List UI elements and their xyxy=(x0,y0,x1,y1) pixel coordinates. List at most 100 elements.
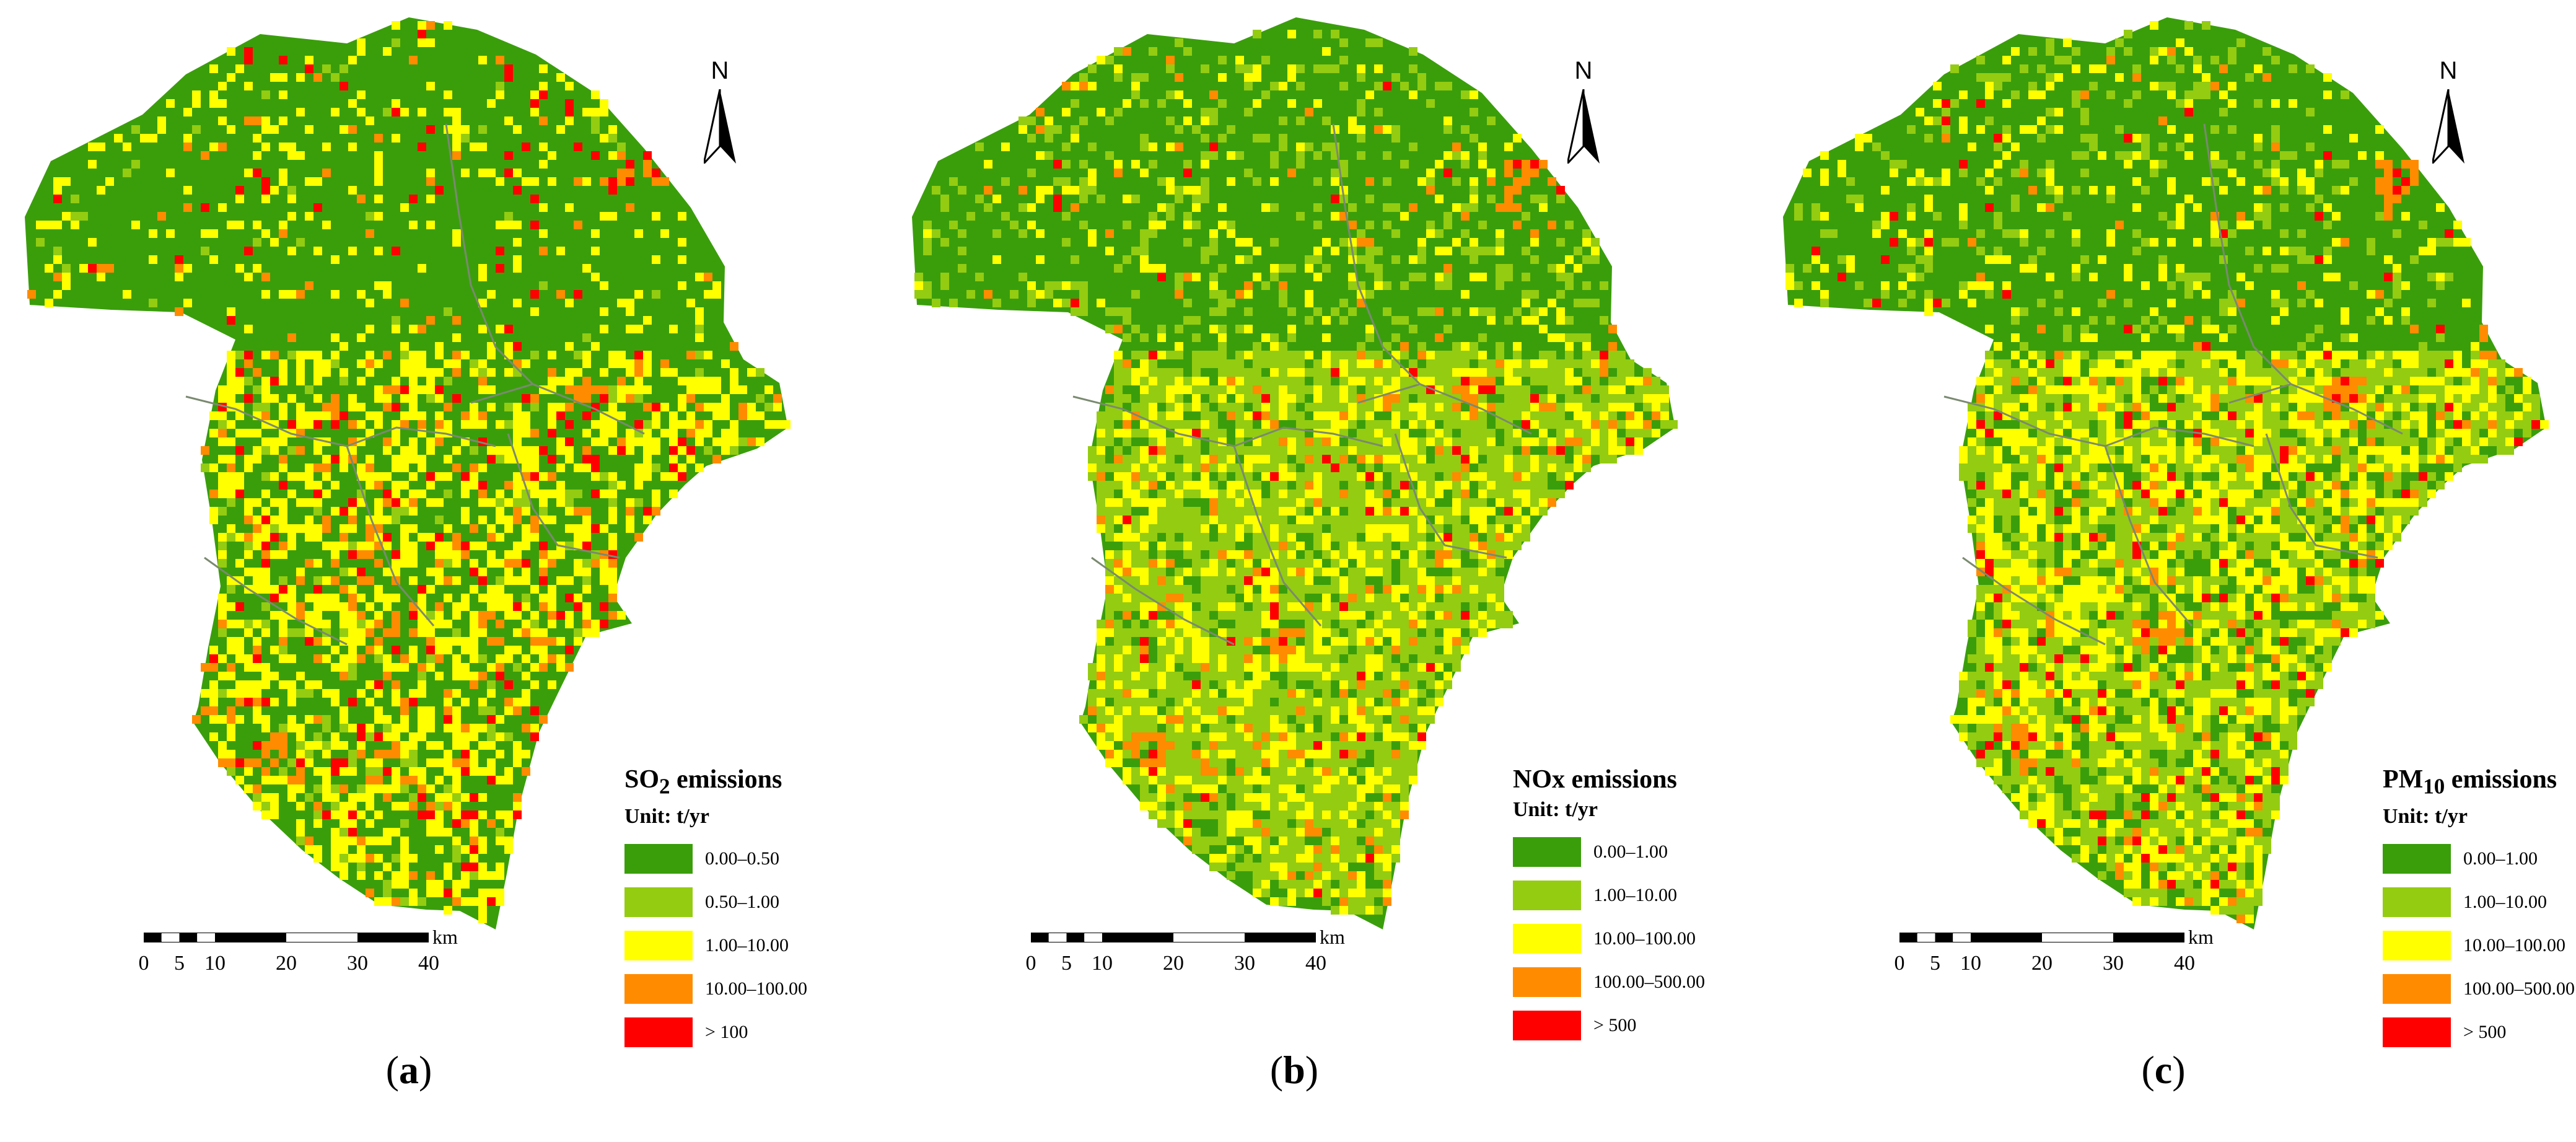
legend-swatch xyxy=(1513,1011,1581,1040)
district-boundary xyxy=(204,556,348,646)
pollutant-name: SO2 xyxy=(624,765,670,799)
panel-caption: (a) xyxy=(385,1048,432,1092)
district-boundary xyxy=(346,446,435,626)
scale-bar: km 0 5 10 20 30 40 xyxy=(1026,926,1378,998)
caption-letter: c xyxy=(2154,1048,2173,1092)
map-panel-b: N NOx emissions Unit: t/yr 0.00–1.00 1.00… xyxy=(859,0,1717,1142)
north-arrow: N xyxy=(2424,57,2473,175)
legend-label: 100.00–500.00 xyxy=(2463,978,2575,999)
district-boundary xyxy=(2104,446,2193,626)
north-arrow: N xyxy=(1559,57,1608,175)
scale-tick-label: 40 xyxy=(1305,952,1326,975)
grid-cells xyxy=(1785,21,2549,923)
legend-label: 10.00–100.00 xyxy=(705,978,807,999)
legend-title-suffix: emissions xyxy=(1565,765,1677,794)
scale-tick-label: 5 xyxy=(174,952,185,975)
district-boundary xyxy=(1332,123,1421,385)
scale-unit: km xyxy=(1320,926,1345,948)
scale-tick-label: 20 xyxy=(276,952,297,975)
north-arrow-icon xyxy=(704,89,736,164)
district-boundary xyxy=(1091,556,1235,646)
scale-tick-label: 30 xyxy=(1234,952,1255,975)
legend-unit: Unit: t/yr xyxy=(2383,805,2468,828)
north-arrow-icon xyxy=(2432,89,2464,164)
scale-tick-label: 30 xyxy=(2103,952,2124,975)
legend-swatch xyxy=(624,844,693,874)
scale-tick-label: 20 xyxy=(2031,952,2052,975)
legend-entry: > 500 xyxy=(2383,1011,2576,1054)
legend-entry: 1.00–10.00 xyxy=(624,924,829,967)
scale-tick-label: 10 xyxy=(204,952,226,975)
legend-entry: 0.00–0.50 xyxy=(624,837,829,881)
district-boundary xyxy=(445,123,534,385)
scale-tick-label: 40 xyxy=(418,952,439,975)
district-boundary xyxy=(1962,556,2106,646)
scale-bar-graphic xyxy=(1031,933,1316,942)
north-label: N xyxy=(1574,57,1593,84)
legend-title: PM10 emissions xyxy=(2383,763,2576,802)
panel-caption: (c) xyxy=(2141,1048,2186,1092)
legend-label: 100.00–500.00 xyxy=(1593,972,1705,992)
caption-letter: b xyxy=(1283,1048,1305,1092)
legend-entry: 100.00–500.00 xyxy=(1513,960,1717,1004)
scale-tick-label: 0 xyxy=(1894,952,1905,975)
legend: SO2 emissions Unit: t/yr 0.00–0.50 0.50–1… xyxy=(624,763,829,1054)
legend: NOx emissions Unit: t/yr 0.00–1.00 1.00–1… xyxy=(1513,763,1717,1047)
legend-swatch xyxy=(1513,924,1581,954)
legend-label: > 100 xyxy=(705,1022,748,1043)
legend-entry: > 100 xyxy=(624,1011,829,1054)
legend-swatch xyxy=(2383,1017,2451,1048)
legend-entry: 100.00–500.00 xyxy=(2383,967,2576,1011)
map-panel-a: N SO2 emissions Unit: t/yr 0.00–0.50 0.50… xyxy=(0,0,859,1142)
legend-entry: 0.00–1.00 xyxy=(2383,837,2576,881)
legend-label: 1.00–10.00 xyxy=(705,935,789,956)
scale-bar: km 0 5 10 20 30 40 xyxy=(139,926,491,998)
emission-grid-map xyxy=(25,17,791,929)
legend-entry: 1.00–10.00 xyxy=(2383,881,2576,924)
caption-letter: a xyxy=(399,1048,419,1092)
map-panel-c: N PM10 emissions Unit: t/yr 0.00–1.00 1.0… xyxy=(1717,0,2576,1142)
panel-caption: (b) xyxy=(1269,1048,1319,1092)
district-boundary xyxy=(2265,433,2378,559)
scale-tick-label: 5 xyxy=(1061,952,1072,975)
scale-unit: km xyxy=(2188,926,2214,948)
legend-entries: 0.00–1.00 1.00–10.00 10.00–100.00 100.00–50… xyxy=(2383,837,2576,1054)
legend-title: SO2 emissions xyxy=(624,763,829,802)
legend-swatch xyxy=(2383,887,2451,918)
grid-cells xyxy=(914,30,1678,915)
legend-entry: 1.00–10.00 xyxy=(1513,874,1717,917)
scale-tick-label: 0 xyxy=(138,952,149,975)
grid-cells xyxy=(27,21,791,923)
legend-label: 0.00–0.50 xyxy=(705,848,779,869)
legend-label: 10.00–100.00 xyxy=(1593,928,1696,949)
legend-unit: Unit: t/yr xyxy=(1513,798,1598,821)
legend: PM10 emissions Unit: t/yr 0.00–1.00 1.00–… xyxy=(2383,763,2576,1054)
district-boundary xyxy=(1233,446,1322,626)
legend-entry: 10.00–100.00 xyxy=(624,967,829,1011)
pollutant-name: NOx xyxy=(1513,765,1565,794)
scale-tick-label: 0 xyxy=(1025,952,1036,975)
scale-tick-label: 40 xyxy=(2174,952,2195,975)
legend-entry: 0.50–1.00 xyxy=(624,881,829,924)
legend-swatch xyxy=(1513,837,1581,867)
district-boundary xyxy=(470,383,645,435)
legend-unit: Unit: t/yr xyxy=(624,805,709,828)
legend-swatch xyxy=(2383,974,2451,1004)
district-boundary xyxy=(1394,433,1507,559)
legend-swatch xyxy=(624,887,693,918)
legend-label: 10.00–100.00 xyxy=(2463,935,2565,956)
scale-tick-label: 30 xyxy=(347,952,368,975)
scale-tick-label: 5 xyxy=(1930,952,1940,975)
legend-title: NOx emissions xyxy=(1513,763,1717,796)
legend-swatch xyxy=(624,931,693,961)
legend-label: 1.00–10.00 xyxy=(1593,885,1677,905)
north-arrow: N xyxy=(695,57,745,175)
legend-entries: 0.00–1.00 1.00–10.00 10.00–100.00 100.00–50… xyxy=(1513,830,1717,1047)
legend-label: 1.00–10.00 xyxy=(2463,892,2547,913)
district-boundary xyxy=(1357,383,1532,435)
scale-bar-graphic xyxy=(144,933,429,942)
scale-tick-label: 10 xyxy=(1092,952,1113,975)
scale-tick-label: 20 xyxy=(1163,952,1184,975)
north-label: N xyxy=(711,57,729,84)
north-label: N xyxy=(2439,57,2458,84)
